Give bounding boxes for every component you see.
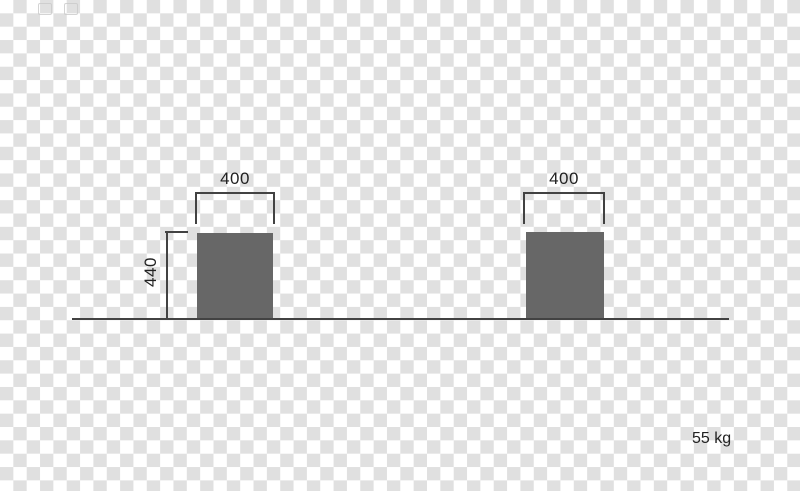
right-block-width-dimension-label: 400 (549, 169, 579, 188)
right-block (526, 232, 604, 319)
height-dimension-line (166, 232, 168, 320)
ground-line (72, 318, 729, 320)
left-block (197, 233, 273, 319)
left-block-width-dimension-bracket (195, 192, 275, 224)
height-dimension-top-tick (165, 231, 188, 233)
right-block-width-dimension-bracket (523, 192, 605, 224)
left-block-width-dimension-label: 400 (220, 169, 250, 188)
weight-label: 55 kg (692, 430, 732, 447)
faint-image-icon (38, 3, 52, 15)
faint-image-icon (64, 3, 78, 15)
